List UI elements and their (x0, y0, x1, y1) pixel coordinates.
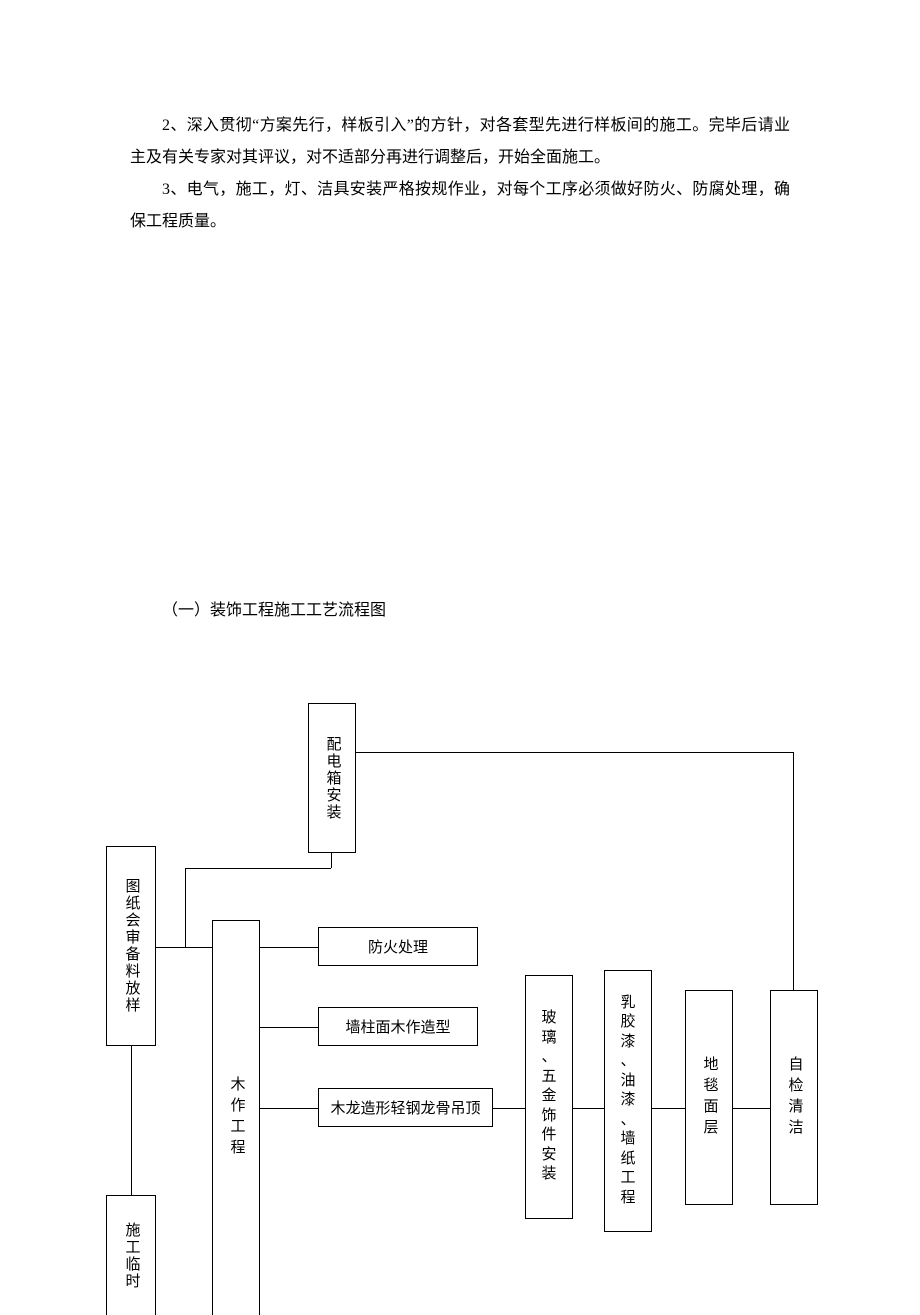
edge-segment (185, 868, 186, 947)
edge-segment (260, 947, 318, 948)
edge-segment (156, 947, 212, 948)
flow-node-n2: 施工临时 (106, 1195, 156, 1315)
edge-segment (356, 752, 793, 753)
flow-node-n4: 木作工程 (212, 920, 260, 1315)
flow-node-label: 木作工程 (229, 1076, 244, 1160)
flow-node-label: 自检清洁 (787, 1056, 802, 1140)
flow-node-label: 图纸会审备料放样 (124, 878, 139, 1014)
flow-node-label: 地毯面层 (702, 1056, 717, 1140)
edge-segment (573, 1108, 604, 1109)
paragraph-3: 3、电气，施工，灯、洁具安装严格按规作业，对每个工序必须做好防火、防腐处理，确保… (130, 174, 790, 238)
diagram-heading: （一）装饰工程施工工艺流程图 (130, 596, 790, 620)
flowchart-diagram: 图纸会审备料放样施工临时 配电箱安装木作工程 防火处理墙柱面木作造型木龙造形轻钢龙骨… (0, 690, 920, 1302)
flow-node-label: 墙柱面木作造型 (339, 1016, 456, 1037)
flow-node-label: 木龙造形轻钢龙骨吊顶 (324, 1097, 486, 1118)
flow-node-label: 配电箱安装 (325, 736, 340, 821)
flow-node-label: 施工临时 (124, 1222, 139, 1290)
flow-node-label: 防火处理 (362, 936, 434, 957)
flow-node-n3: 配电箱安装 (308, 703, 356, 853)
flow-node-label: 玻璃、五金饰件安装 (541, 1009, 556, 1185)
flow-node-n6: 墙柱面木作造型 (318, 1007, 478, 1046)
edge-segment (185, 868, 331, 869)
edge-segment (652, 1108, 685, 1109)
edge-segment (793, 752, 794, 990)
flow-node-label: 乳胶漆、油漆、墙纸工程 (620, 994, 635, 1209)
flow-node-n5: 防火处理 (318, 927, 478, 966)
edge-segment (131, 1046, 132, 1195)
edge-segment (733, 1108, 770, 1109)
edge-segment (493, 1108, 525, 1109)
flow-node-n1: 图纸会审备料放样 (106, 846, 156, 1046)
flow-node-n7: 木龙造形轻钢龙骨吊顶 (318, 1088, 493, 1127)
flow-node-n9: 乳胶漆、油漆、墙纸工程 (604, 970, 652, 1232)
edge-segment (331, 853, 332, 868)
flow-node-n11: 自检清洁 (770, 990, 818, 1205)
paragraph-2: 2、深入贯彻“方案先行，样板引入”的方针，对各套型先进行样板间的施工。完毕后请业… (130, 110, 790, 174)
flow-node-n10: 地毯面层 (685, 990, 733, 1205)
flow-node-n8: 玻璃、五金饰件安装 (525, 975, 573, 1219)
edge-segment (260, 1108, 318, 1109)
edge-segment (260, 1027, 318, 1028)
